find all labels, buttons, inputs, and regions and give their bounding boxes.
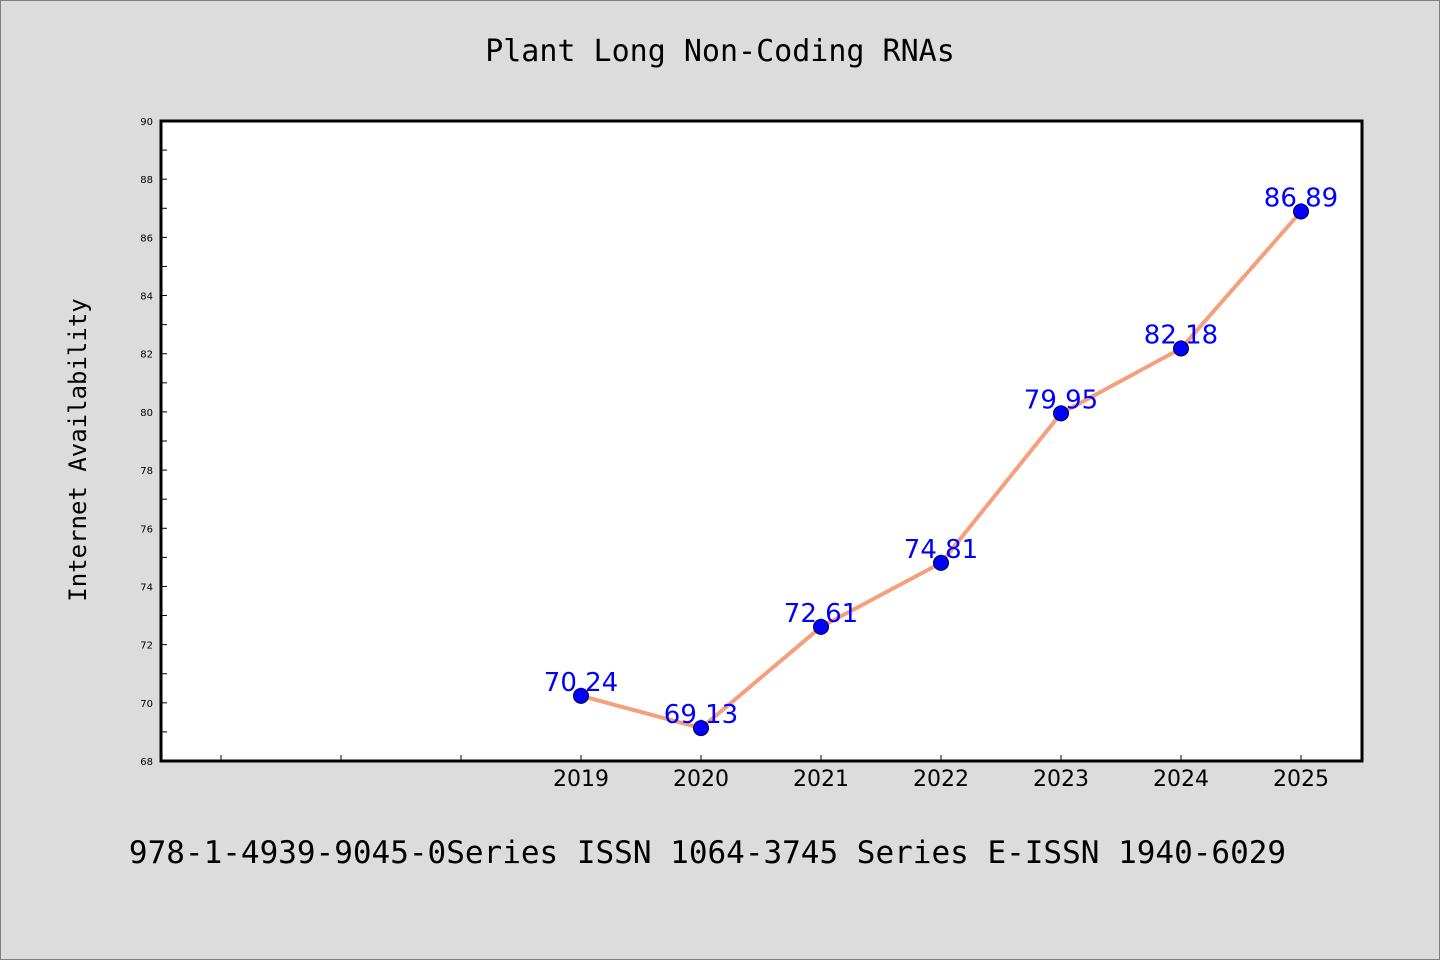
y-tick-label: 84 bbox=[140, 292, 153, 303]
data-label: 79.95 bbox=[1024, 385, 1098, 415]
data-point bbox=[1173, 340, 1189, 357]
data-point bbox=[1293, 203, 1309, 220]
x-tick-label: 2020 bbox=[673, 767, 729, 792]
y-tick-label: 68 bbox=[140, 757, 153, 768]
data-label: 69.13 bbox=[664, 700, 738, 730]
data-point bbox=[573, 687, 589, 704]
x-tick-label: 2019 bbox=[553, 767, 609, 792]
y-tick-label: 90 bbox=[140, 117, 153, 128]
footer-isbn-text: 978-1-4939-9045-0Series ISSN 1064-3745 S… bbox=[128, 835, 1287, 871]
chart-title: Plant Long Non-Coding RNAs bbox=[485, 34, 955, 69]
data-label: 72.61 bbox=[784, 599, 858, 629]
x-tick-label: 2023 bbox=[1033, 767, 1089, 792]
data-point bbox=[933, 554, 949, 571]
plot-area bbox=[159, 119, 1364, 763]
x-axis: 2019 2020 2021 2022 2023 2024 2025 bbox=[220, 755, 1329, 792]
y-axis: 68 70 72 74 76 78 80 82 84 86 88 90 bbox=[140, 117, 167, 768]
data-point bbox=[813, 618, 829, 635]
data-point bbox=[693, 720, 709, 737]
y-tick-label: 74 bbox=[140, 582, 153, 593]
data-label: 82.18 bbox=[1144, 320, 1218, 350]
y-tick-label: 76 bbox=[140, 524, 153, 535]
series-layer: 70.24 69.13 72.61 74.81 79.95 82.18 86.89 bbox=[544, 183, 1338, 737]
y-tick-label: 70 bbox=[140, 699, 153, 710]
y-tick-label: 88 bbox=[140, 175, 153, 186]
x-tick-label: 2025 bbox=[1273, 767, 1329, 792]
y-tick-label: 82 bbox=[140, 350, 153, 361]
y-tick-label: 80 bbox=[140, 408, 153, 419]
y-tick-label: 78 bbox=[140, 466, 153, 477]
data-label: 70.24 bbox=[544, 668, 618, 698]
x-tick-label: 2022 bbox=[913, 767, 969, 792]
y-tick-label: 72 bbox=[140, 641, 153, 652]
x-tick-label: 2024 bbox=[1153, 767, 1209, 792]
data-label: 74.81 bbox=[904, 535, 978, 565]
data-label: 86.89 bbox=[1264, 183, 1338, 213]
x-tick-label: 2021 bbox=[793, 767, 849, 792]
y-tick-label: 86 bbox=[140, 233, 153, 244]
data-point bbox=[1053, 405, 1069, 422]
